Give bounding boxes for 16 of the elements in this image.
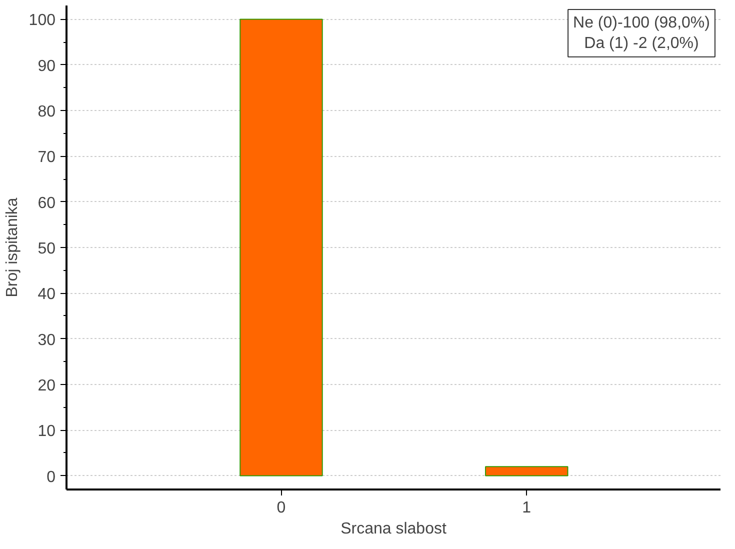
y-tick-label: 70 [38,149,56,166]
y-tick-label: 50 [38,240,56,258]
y-axis-title: Broj ispitanika [4,198,21,298]
y-tick-label: 20 [38,377,56,394]
annotation: Da (1) -2 (2,0%) [584,34,699,52]
x-tick-label: 1 [522,500,532,516]
y-tick-label: 40 [38,286,56,304]
y-tick-label: 10 [38,423,56,440]
y-tick-label: 0 [46,468,56,486]
y-tick-label: 60 [38,194,56,212]
y-tick-label: 80 [38,104,56,121]
x-axis-title: Srcana slabost [340,520,447,538]
y-tick-label: 100 [28,12,56,30]
annotation: Ne (0)-100 (98,0%) [573,14,710,32]
y-tick-label: 90 [38,58,56,75]
y-tick-label: 30 [38,332,56,349]
